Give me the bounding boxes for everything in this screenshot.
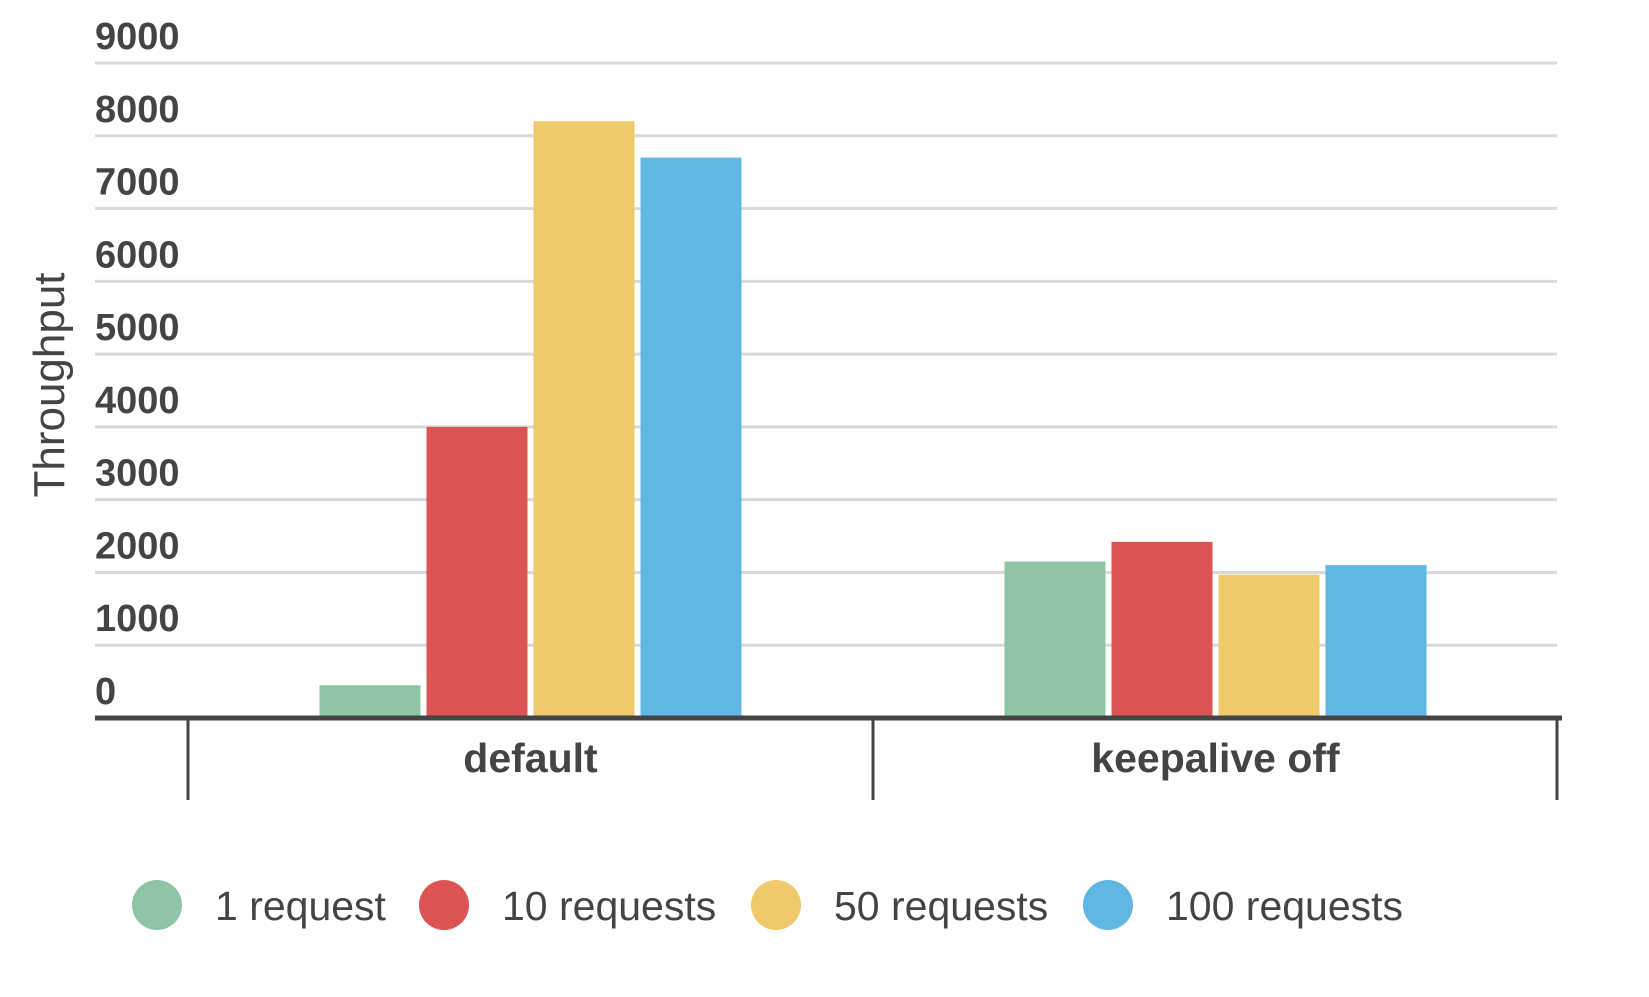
y-tick-label: 4000 <box>95 380 180 422</box>
legend: 1 request 10 requests 50 requests 100 reque… <box>132 880 1403 930</box>
legend-label: 100 requests <box>1166 883 1403 929</box>
y-tick-label: 2000 <box>95 525 180 567</box>
y-tick-label: 0 <box>95 671 116 713</box>
y-tick-label: 7000 <box>95 162 180 204</box>
bars <box>319 121 1427 719</box>
legend-swatch <box>132 880 182 930</box>
legend-swatch <box>1083 880 1133 930</box>
y-axis-label: Throughput <box>25 272 74 497</box>
legend-item: 100 requests <box>1083 880 1403 930</box>
gridlines <box>95 61 1557 647</box>
bar <box>1004 561 1106 718</box>
y-tick-label: 6000 <box>95 234 180 276</box>
x-category-label: keepalive off <box>1091 735 1340 781</box>
x-axis <box>95 715 1562 800</box>
legend-label: 1 request <box>215 883 387 929</box>
bar <box>1325 565 1427 718</box>
legend-label: 50 requests <box>834 883 1048 929</box>
legend-item: 50 requests <box>751 880 1048 930</box>
bar <box>1218 574 1320 718</box>
y-tick-label: 8000 <box>95 89 180 131</box>
y-tick-label: 9000 <box>95 16 180 58</box>
bar <box>319 685 421 718</box>
x-category-label: default <box>463 735 598 781</box>
bar <box>533 121 635 718</box>
legend-item: 1 request <box>132 880 387 930</box>
bar <box>640 157 742 719</box>
legend-item: 10 requests <box>419 880 716 930</box>
y-tick-label: 3000 <box>95 453 180 495</box>
legend-swatch <box>419 880 469 930</box>
bar <box>426 426 528 718</box>
legend-swatch <box>751 880 801 930</box>
legend-label: 10 requests <box>502 883 716 929</box>
y-tick-labels: 0 1000 2000 3000 4000 5000 6000 7000 8000 9000 <box>95 16 180 713</box>
x-category-labels: default keepalive off <box>463 735 1340 781</box>
bar <box>1111 541 1213 718</box>
y-tick-label: 1000 <box>95 598 180 640</box>
y-tick-label: 5000 <box>95 307 180 349</box>
